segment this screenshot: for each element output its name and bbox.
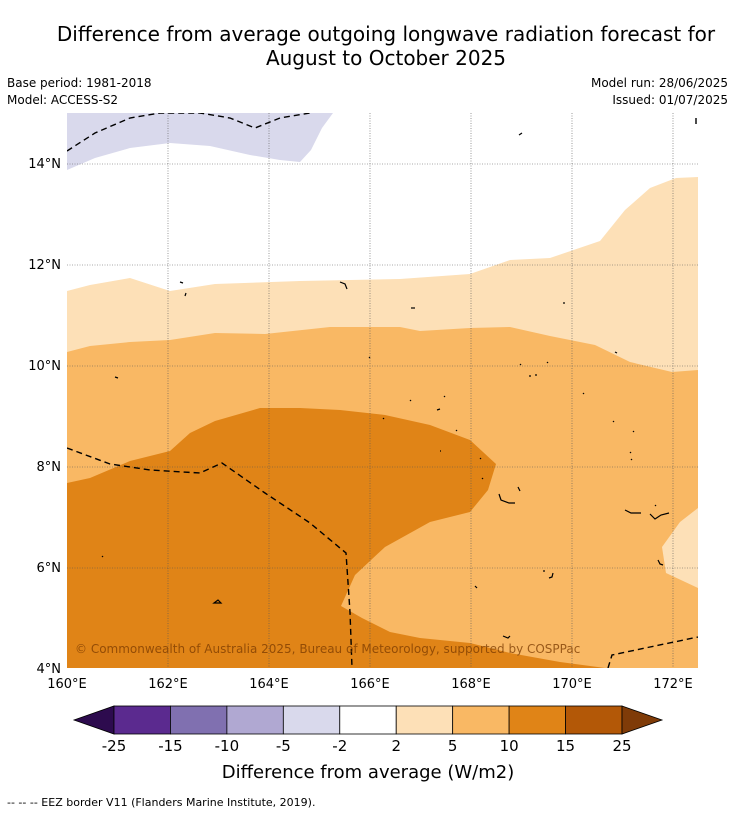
model-run: Model run: 28/06/2025 — [590, 76, 728, 90]
band-neg-light — [67, 113, 333, 170]
colorbar-swatch — [395, 705, 454, 735]
colorbar-low-extend — [72, 705, 115, 735]
colorbar-tick-label: 2 — [391, 737, 401, 755]
colorbar: -25 -15 -10 -5 -2 2 5 10 15 25 Difference from av… — [72, 705, 664, 783]
grid-lines — [67, 113, 698, 668]
band-pos-high — [67, 408, 605, 668]
colorbar-tick-label: 5 — [448, 737, 458, 755]
colorbar-ticks: -25 -15 -10 -5 -2 2 5 10 15 25 — [102, 737, 632, 755]
title-line-2: August to October 2025 — [265, 46, 507, 70]
title-block: Difference from average outgoing longwav… — [0, 22, 736, 70]
lon-tick-label: 170°E — [552, 677, 592, 692]
colorbar-tick-label: 15 — [556, 737, 575, 755]
colorbar-swatch — [452, 705, 510, 735]
lon-tick-label: 166°E — [350, 677, 390, 692]
eez-footnote: -- -- -- EEZ border V11 (Flanders Marine… — [7, 796, 316, 809]
x-axis: 160°E 162°E 164°E 166°E 168°E 170°E 172°… — [47, 677, 693, 692]
lat-tick-label: 10°N — [28, 359, 61, 374]
copyright-text: © Commonwealth of Australia 2025, Bureau… — [75, 642, 580, 656]
title-line-1: Difference from average outgoing longwav… — [56, 22, 716, 46]
colorbar-swatch — [170, 705, 228, 735]
y-axis: 4°N 6°N 8°N 10°N 12°N 14°N — [28, 157, 61, 677]
colorbar-tick-label: -10 — [215, 737, 240, 755]
lon-tick-label: 160°E — [47, 677, 87, 692]
model-name: Model: ACCESS-S2 — [7, 93, 119, 107]
colorbar-tick-label: -15 — [158, 737, 183, 755]
base-period: Base period: 1981-2018 — [7, 76, 152, 90]
meta-right: Model run: 28/06/2025 Issued: 01/07/2025 — [591, 75, 728, 109]
colorbar-label: Difference from average (W/m2) — [222, 762, 514, 783]
colorbar-tick-label: -25 — [102, 737, 127, 755]
colorbar-tick-label: -2 — [332, 737, 347, 755]
anomaly-contours: © Commonwealth of Australia 2025, Bureau… — [67, 113, 698, 668]
lat-tick-label: 8°N — [37, 460, 62, 475]
colorbar-high-extend — [621, 705, 664, 735]
colorbar-swatch — [339, 705, 397, 735]
meta-left: Base period: 1981-2018 Model: ACCESS-S2 — [7, 75, 152, 109]
eez-borders — [67, 113, 698, 668]
colorbar-swatch — [508, 705, 566, 735]
lat-tick-label: 6°N — [37, 561, 62, 576]
lat-tick-label: 14°N — [28, 157, 61, 172]
lat-tick-label: 4°N — [37, 662, 62, 677]
colorbar-tick-label: 10 — [500, 737, 519, 755]
colorbar-swatch — [226, 705, 284, 735]
colorbar-swatches — [113, 705, 623, 735]
colorbar-swatch — [565, 705, 623, 735]
lon-tick-label: 162°E — [148, 677, 188, 692]
lon-tick-label: 164°E — [249, 677, 289, 692]
islands — [101, 132, 670, 639]
colorbar-swatch — [282, 705, 341, 735]
colorbar-tick-label: 25 — [612, 737, 631, 755]
lat-tick-label: 12°N — [28, 258, 61, 273]
lon-tick-label: 172°E — [653, 677, 693, 692]
lon-tick-label: 168°E — [451, 677, 491, 692]
issued-date: Issued: 01/07/2025 — [612, 93, 728, 107]
colorbar-tick-label: -5 — [276, 737, 291, 755]
colorbar-swatch — [113, 705, 171, 735]
